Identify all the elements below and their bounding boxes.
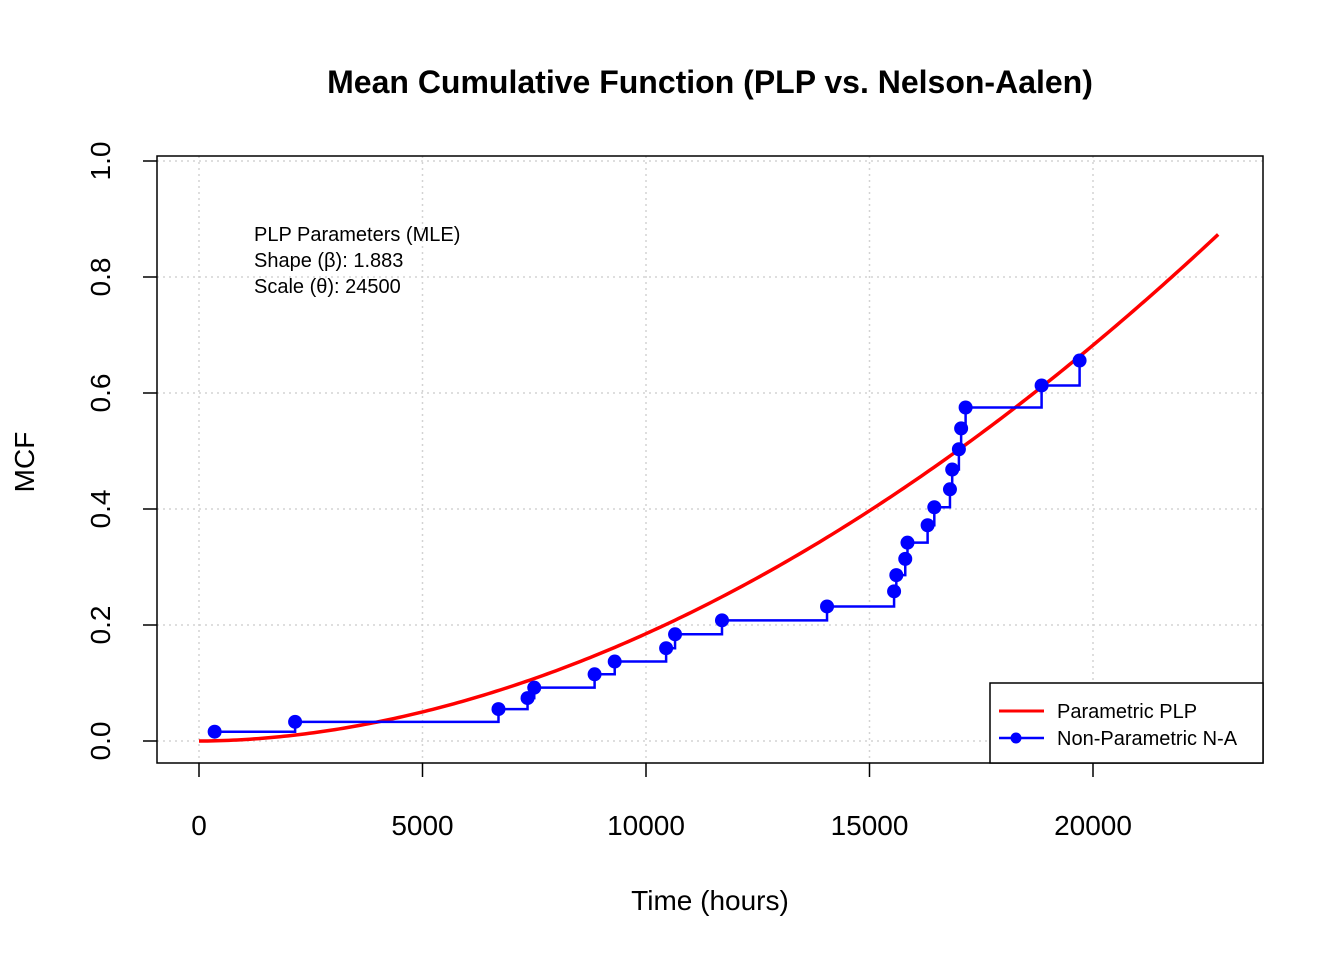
plp-curve: [198, 233, 1220, 743]
na-point: [520, 691, 535, 706]
y-tick-label: 0.2: [85, 606, 116, 645]
legend: Parametric PLP Non-Parametric N-A: [989, 682, 1264, 764]
annotation-line: Shape (β): 1.883: [254, 250, 403, 272]
legend-marker-na: [1010, 732, 1022, 744]
x-axis-label: Time (hours): [631, 885, 789, 916]
grid-lines: [157, 156, 1263, 763]
plp-annotation: PLP Parameters (MLE) Shape (β): 1.883 Sc…: [254, 224, 460, 298]
y-tick-label: 0.0: [85, 722, 116, 761]
plot-frame: [156, 155, 1264, 764]
legend-entry-na: Non-Parametric N-A: [1057, 728, 1238, 750]
na-step-line: [214, 360, 1081, 733]
na-point: [1034, 378, 1049, 393]
na-point: [900, 535, 915, 550]
x-tick-label: 5000: [391, 810, 453, 841]
na-point: [668, 627, 683, 642]
na-point: [951, 442, 966, 457]
annotation-line: PLP Parameters (MLE): [254, 224, 460, 246]
na-point: [1072, 353, 1087, 368]
na-point: [945, 462, 960, 477]
na-point: [927, 500, 942, 515]
na-point: [207, 724, 222, 739]
na-point: [942, 482, 957, 497]
y-tick-label: 0.6: [85, 374, 116, 413]
axes: 0 5000 10000 15000 20000 0.0 0.2 0.4 0.6 0.8 1.0: [85, 142, 1264, 841]
na-point: [587, 667, 602, 682]
na-point: [820, 599, 835, 614]
x-tick-label: 20000: [1054, 810, 1132, 841]
x-tick-label: 0: [191, 810, 207, 841]
annotation-line: Scale (θ): 24500: [254, 276, 401, 298]
na-point: [714, 613, 729, 628]
na-point: [898, 551, 913, 566]
y-tick-label: 1.0: [85, 142, 116, 181]
chart-title: Mean Cumulative Function (PLP vs. Nelson…: [327, 64, 1093, 100]
na-point: [887, 584, 902, 599]
na-point: [954, 421, 969, 436]
y-tick-label: 0.4: [85, 490, 116, 529]
na-point: [659, 641, 674, 656]
na-point: [527, 680, 542, 695]
plot-series: [198, 233, 1220, 743]
na-point: [491, 702, 506, 717]
na-point: [288, 714, 303, 729]
legend-entry-plp: Parametric PLP: [1057, 701, 1197, 723]
na-point: [889, 568, 904, 583]
x-tick-label: 15000: [831, 810, 909, 841]
y-tick-label: 0.8: [85, 258, 116, 297]
na-point: [920, 518, 935, 533]
y-axis-label: MCF: [9, 432, 40, 493]
x-tick-label: 10000: [607, 810, 685, 841]
legend-box: [989, 682, 1264, 764]
na-point: [958, 400, 973, 415]
na-point: [607, 654, 622, 669]
